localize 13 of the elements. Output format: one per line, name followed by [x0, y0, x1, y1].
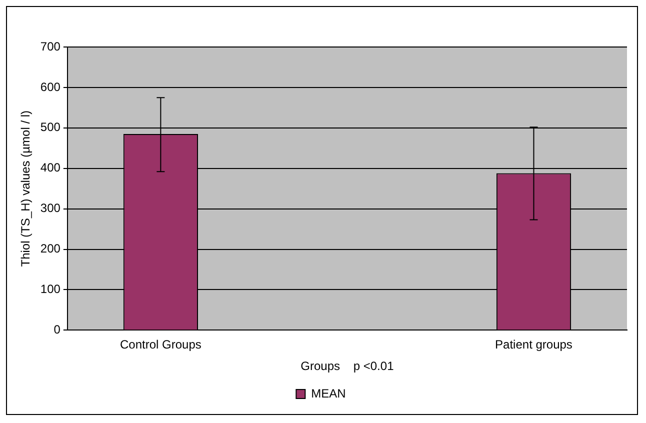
y-axis-title: Thiol (TS_H) values (µmol / l)	[18, 110, 33, 267]
y-tick-label: 500	[40, 120, 61, 134]
x-tick-label: Control Groups	[120, 338, 202, 352]
legend-label: MEAN	[311, 386, 346, 400]
y-tick-label: 100	[40, 282, 61, 296]
x-axis-title: Groups p <0.01	[300, 359, 394, 374]
x-tick-label: Patient groups	[495, 338, 572, 352]
y-tick-label: 0	[54, 322, 61, 337]
y-tick-label: 700	[40, 39, 61, 54]
y-tick-label: 200	[40, 242, 61, 256]
y-tick-label: 300	[40, 201, 61, 216]
y-tick-label: 400	[40, 160, 61, 175]
y-tick-label: 600	[40, 80, 61, 94]
